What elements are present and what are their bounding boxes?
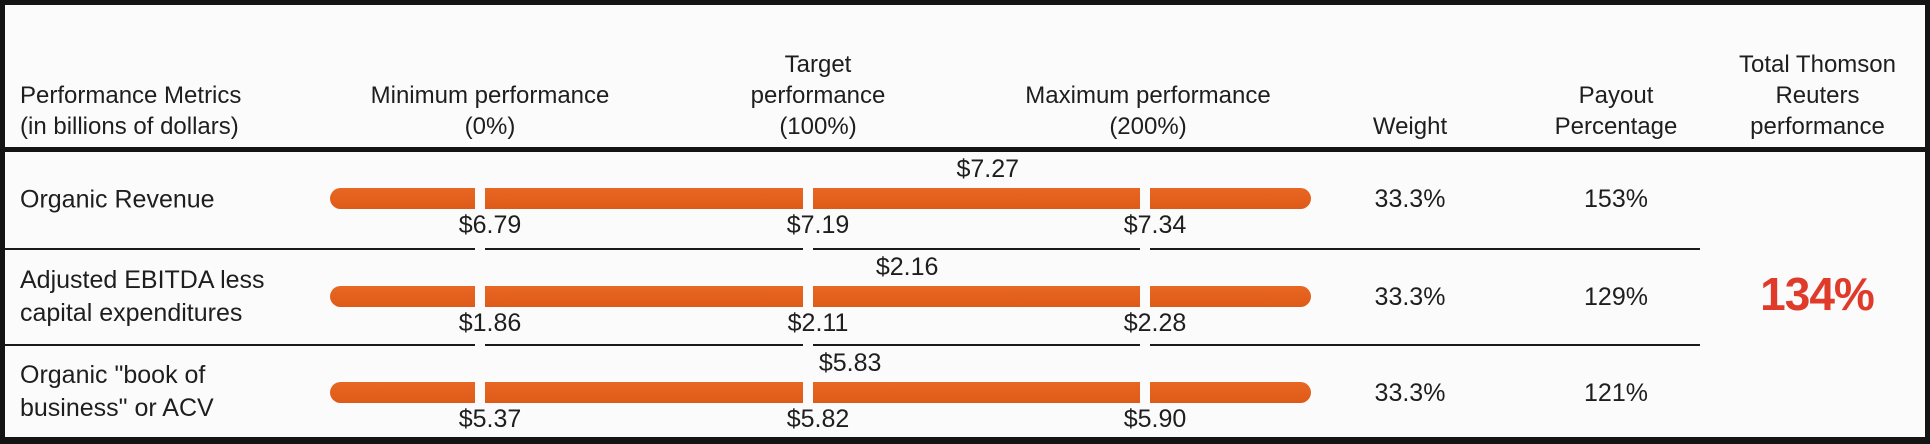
target-marker-tick xyxy=(803,283,813,310)
header-performance-metrics: Performance Metrics (in billions of doll… xyxy=(20,82,242,140)
maximum-value-label: $7.34 xyxy=(1123,211,1187,239)
table-row-organic-book-of-business: Organic "book of business" or ACV $5.83 … xyxy=(5,346,1925,437)
minimum-value-label: $1.86 xyxy=(458,309,522,337)
metric-name: Adjusted EBITDA less capital expenditure… xyxy=(20,266,265,327)
target-value-label: $5.82 xyxy=(786,405,850,433)
metric-name: Organic "book of business" or ACV xyxy=(20,360,214,422)
row-separator xyxy=(5,248,1925,250)
header-total-performance: Total Thomson Reuters performance xyxy=(1739,51,1896,140)
performance-bar xyxy=(330,286,1311,307)
minimum-marker-tick xyxy=(475,283,485,310)
minimum-value-label: $6.79 xyxy=(458,211,522,239)
maximum-marker-tick xyxy=(1140,379,1150,406)
header-minimum-performance: Minimum performance (0%) xyxy=(370,82,610,140)
minimum-marker-tick xyxy=(475,379,485,406)
table-row-adjusted-ebitda: Adjusted EBITDA less capital expenditure… xyxy=(5,250,1925,344)
header-separator-line xyxy=(5,147,1925,152)
payout-value: 153% xyxy=(1584,185,1648,213)
maximum-marker-tick xyxy=(1140,283,1150,310)
actual-value-label: $7.27 xyxy=(956,155,1019,183)
header-maximum-performance: Maximum performance (200%) xyxy=(1025,82,1271,140)
payout-value: 121% xyxy=(1584,379,1648,407)
maximum-marker-tick xyxy=(1140,185,1150,212)
table-header: Performance Metrics (in billions of doll… xyxy=(5,5,1925,147)
target-marker-tick xyxy=(803,379,813,406)
target-marker-tick xyxy=(803,185,813,212)
actual-value-label: $2.16 xyxy=(875,253,939,281)
target-value-label: $7.19 xyxy=(786,211,850,239)
performance-bar xyxy=(330,382,1311,403)
weight-value: 33.3% xyxy=(1374,379,1446,407)
payout-value: 129% xyxy=(1584,283,1648,311)
actual-value-label: $5.83 xyxy=(818,349,882,377)
weight-value: 33.3% xyxy=(1374,283,1446,311)
weight-value: 33.3% xyxy=(1374,185,1446,213)
maximum-value-label: $2.28 xyxy=(1123,309,1187,337)
header-payout-percentage: Payout Percentage xyxy=(1554,82,1678,140)
table-row-organic-revenue: Organic Revenue $7.27 $6.79 $7.19 $7.34 … xyxy=(5,152,1925,248)
target-value-label: $2.11 xyxy=(787,309,849,337)
maximum-value-label: $5.90 xyxy=(1123,405,1187,433)
minimum-value-label: $5.37 xyxy=(458,405,522,433)
total-performance-value: 134% xyxy=(1760,268,1875,320)
header-weight: Weight xyxy=(1372,113,1448,140)
row-separator xyxy=(5,344,1925,346)
metric-name: Organic Revenue xyxy=(20,185,215,214)
header-target-performance: Target performance (100%) xyxy=(750,51,886,140)
performance-bar xyxy=(330,188,1311,209)
minimum-marker-tick xyxy=(475,185,485,212)
